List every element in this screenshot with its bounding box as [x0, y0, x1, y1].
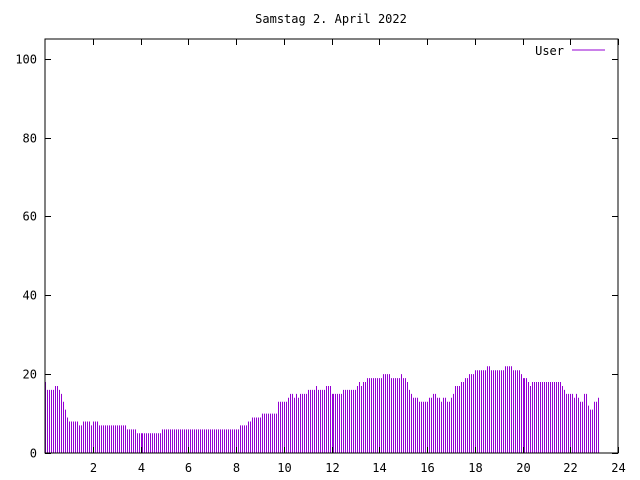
plot-frame: [44, 38, 619, 454]
bar-series: [45, 366, 599, 453]
x-tick-label: 2: [90, 461, 97, 475]
x-tick-label: 14: [372, 461, 386, 475]
x-tick-label: 20: [516, 461, 530, 475]
y-tick-label: 80: [23, 132, 37, 146]
y-tick-label: 20: [23, 368, 37, 382]
legend: User: [535, 44, 605, 58]
y-tick-label: 0: [30, 447, 37, 461]
x-tick-label: 4: [138, 461, 145, 475]
y-axis: 0 20 40 60 80 100: [15, 53, 618, 461]
chart-title: Samstag 2. April 2022: [255, 12, 407, 26]
y-tick-label: 100: [15, 53, 37, 67]
x-axis: 2 4 6 8 10 12 14 16 18 20 22 24: [90, 39, 626, 475]
x-tick-label: 8: [233, 461, 240, 475]
legend-label: User: [535, 44, 564, 58]
y-tick-label: 40: [23, 289, 37, 303]
x-tick-label: 24: [611, 461, 625, 475]
x-tick-label: 16: [420, 461, 434, 475]
x-tick-label: 6: [185, 461, 192, 475]
x-tick-label: 18: [468, 461, 482, 475]
y-tick-label: 60: [23, 210, 37, 224]
x-tick-label: 22: [563, 461, 577, 475]
x-tick-label: 12: [325, 461, 339, 475]
x-tick-label: 10: [277, 461, 291, 475]
